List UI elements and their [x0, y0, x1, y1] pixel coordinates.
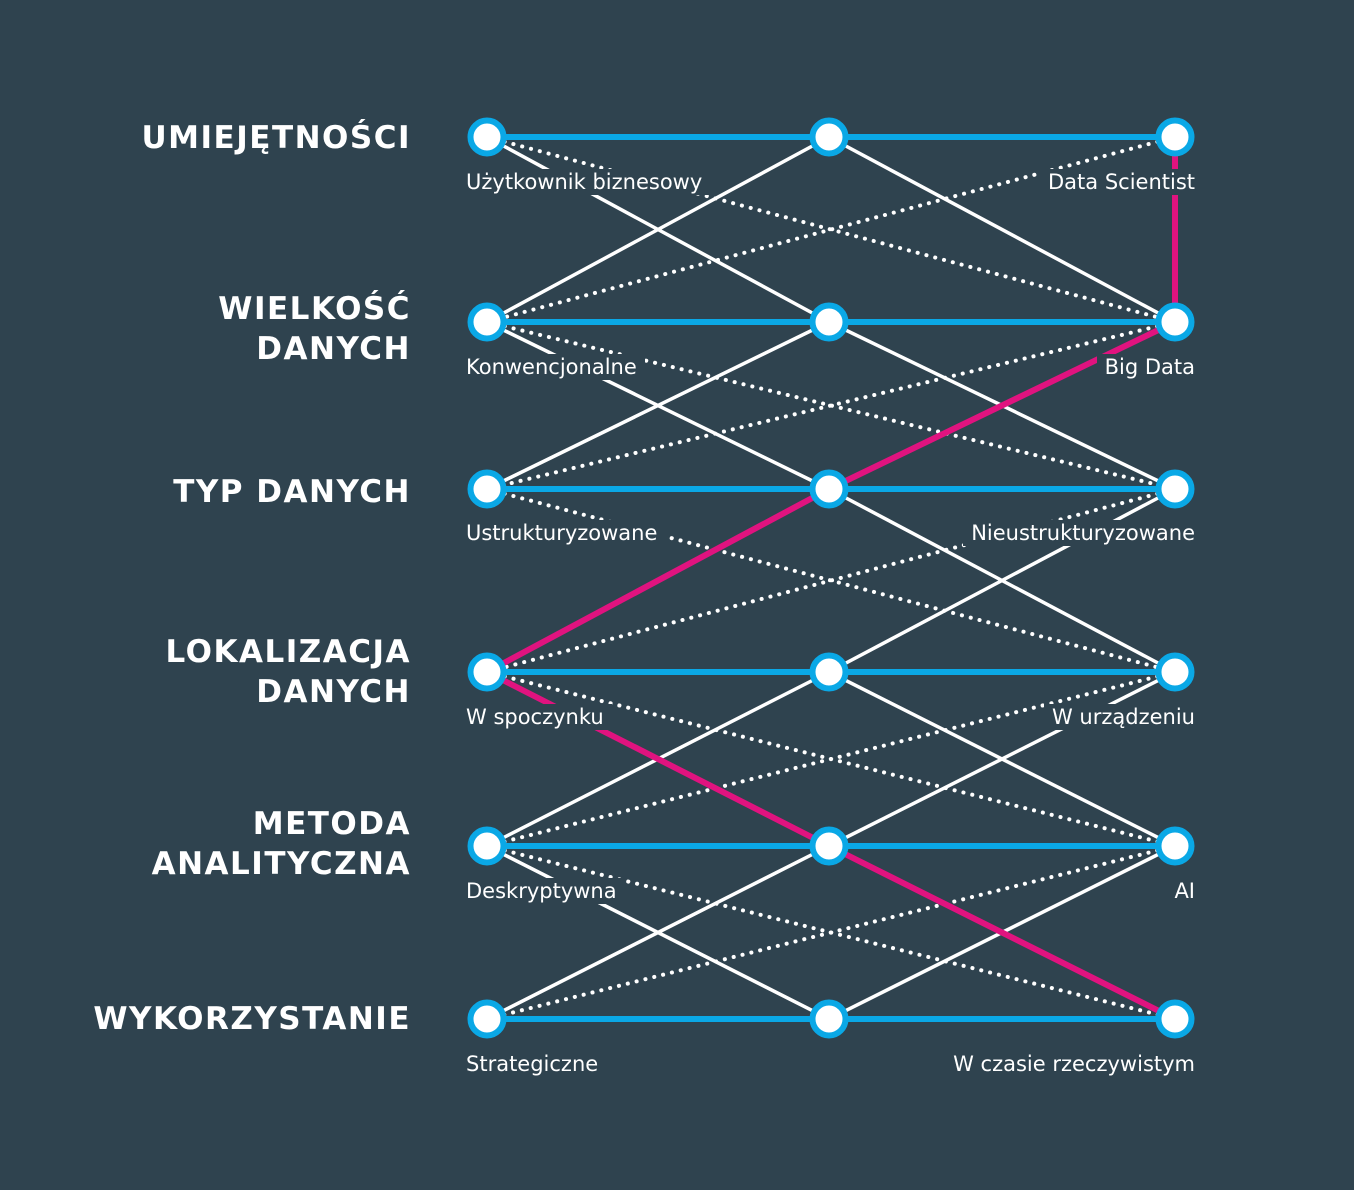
option-label-left: Deskryptywna — [458, 878, 625, 904]
option-label-left: Użytkownik biznesowy — [458, 169, 711, 195]
node-circle-icon — [809, 469, 849, 509]
node-circle-icon — [467, 302, 507, 342]
node-circle-icon — [809, 652, 849, 692]
category-text: DANYCH — [256, 331, 411, 367]
option-label-right: Big Data — [1096, 354, 1203, 380]
node-circle-icon — [1155, 652, 1195, 692]
category-label-wielkosc-danych: WIELKOŚĆ DANYCH — [218, 289, 411, 369]
option-label-right: AI — [1166, 878, 1203, 904]
category-label-umiejetnosci: UMIEJĘTNOŚCI — [142, 118, 412, 158]
highlight-segment — [827, 319, 1177, 492]
highlight-segment — [485, 669, 831, 849]
node-circle-icon — [809, 999, 849, 1039]
node-circle-icon — [467, 652, 507, 692]
category-text: METODA — [252, 806, 411, 842]
node-circle-icon — [1155, 999, 1195, 1039]
option-label-right: W urządzeniu — [1043, 704, 1203, 730]
option-label-left: Ustrukturyzowane — [458, 520, 666, 546]
solid-connector — [828, 670, 1176, 848]
node-circle-icon — [809, 826, 849, 866]
option-label-right: W czasie rzeczywistym — [945, 1051, 1203, 1077]
option-label-right: Nieustrukturyzowane — [963, 520, 1203, 546]
node-circle-icon — [467, 117, 507, 157]
option-label-left: Konwencjonalne — [458, 354, 645, 380]
solid-connector — [486, 320, 830, 491]
category-label-metoda-analityczna: METODA ANALITYCZNA — [152, 804, 411, 884]
node-circle-icon — [1155, 826, 1195, 866]
node-circle-icon — [809, 302, 849, 342]
highlight-path — [485, 137, 1178, 1022]
dotted-connectors — [485, 135, 1177, 1021]
highlight-segment — [827, 843, 1177, 1022]
dotted-connector — [485, 487, 1177, 674]
option-label-right: Data Scientist — [1040, 169, 1203, 195]
category-label-lokalizacja-danych: LOKALIZACJA DANYCH — [165, 632, 411, 712]
node-circle-icon — [467, 999, 507, 1039]
highlight-segment — [485, 486, 831, 675]
node-circle-icon — [809, 117, 849, 157]
node-circle-icon — [1155, 117, 1195, 157]
solid-connector — [486, 844, 830, 1021]
dotted-connector — [485, 670, 1177, 848]
category-label-typ-danych: TYP DANYCH — [173, 472, 411, 512]
dotted-connector — [485, 320, 1177, 491]
dotted-connector — [485, 135, 1177, 324]
category-text: LOKALIZACJA — [165, 634, 411, 670]
solid-connector — [828, 487, 1176, 674]
category-text: TYP DANYCH — [173, 474, 411, 510]
solid-connector — [486, 135, 830, 324]
category-text: DANYCH — [256, 674, 411, 710]
nodes — [467, 117, 1195, 1039]
category-text: ANALITYCZNA — [151, 846, 411, 882]
node-circle-icon — [1155, 469, 1195, 509]
option-label-left: W spoczynku — [458, 704, 612, 730]
node-circle-icon — [467, 469, 507, 509]
node-circle-icon — [467, 826, 507, 866]
option-label-left: Strategiczne — [458, 1051, 607, 1077]
category-text: UMIEJĘTNOŚCI — [141, 120, 411, 156]
category-text: WYKORZYSTANIE — [93, 1001, 411, 1037]
solid-connector — [828, 135, 1176, 324]
node-circle-icon — [1155, 302, 1195, 342]
dotted-connector — [485, 844, 1177, 1021]
category-label-wykorzystanie: WYKORZYSTANIE — [93, 999, 411, 1039]
category-text: WIELKOŚĆ — [218, 291, 411, 327]
